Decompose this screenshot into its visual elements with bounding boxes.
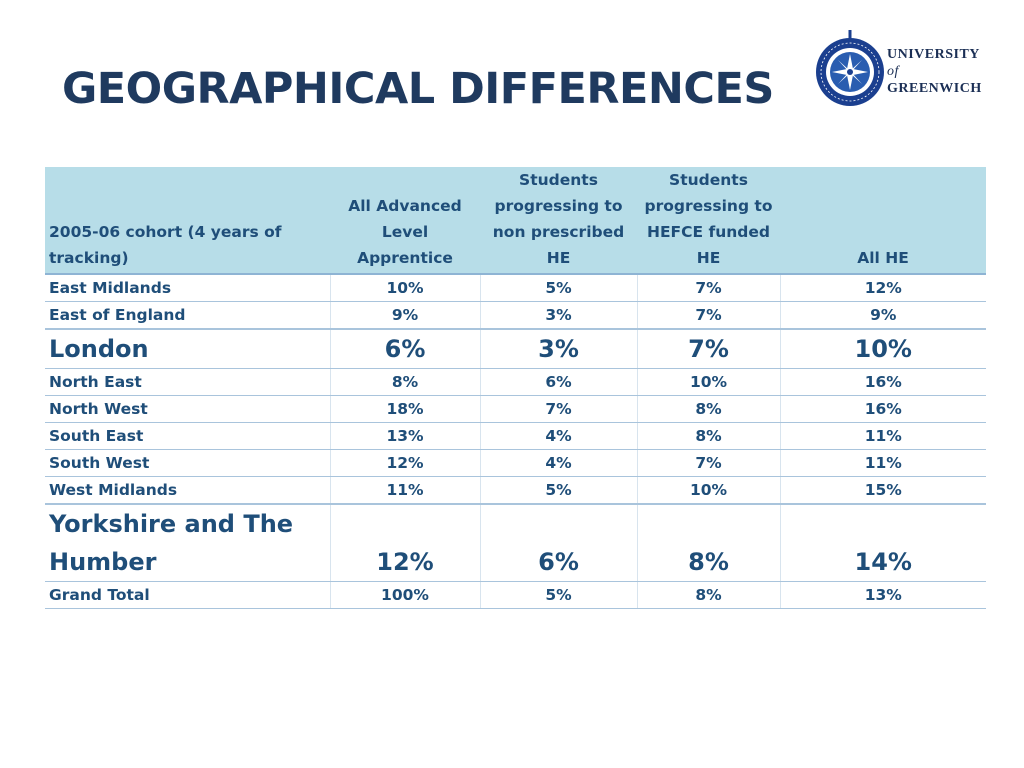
compass-seal-icon — [816, 30, 884, 106]
value-cell: 11% — [779, 422, 986, 450]
table-row: East of England 9% 3% 7% 9% — [45, 301, 986, 330]
value-cell: 7% — [636, 449, 780, 477]
logo-line-university: UNIVERSITY — [887, 47, 980, 62]
value-cell: 5% — [479, 274, 637, 302]
table-row: North West 18% 7% 8% 16% — [45, 395, 986, 423]
region-cell: Yorkshire and The Humber — [45, 503, 330, 582]
value-cell: 12% — [329, 449, 480, 477]
column-header-all-advanced: All Advanced Level Apprentice — [330, 167, 480, 275]
value-cell: 8% — [329, 368, 480, 396]
value-cell: 100% — [329, 581, 480, 609]
value-cell: 11% — [779, 449, 986, 477]
value-cell: 6% — [479, 368, 637, 396]
region-cell: Grand Total — [45, 581, 330, 609]
table-row: East Midlands 10% 5% 7% 12% — [45, 274, 986, 302]
region-cell: East Midlands — [45, 274, 330, 302]
value-cell: 13% — [329, 422, 480, 450]
region-cell: East of England — [45, 301, 330, 330]
value-cell: 7% — [479, 395, 637, 423]
value-cell: 7% — [636, 328, 780, 369]
value-cell: 11% — [329, 476, 480, 505]
slide-title: GEOGRAPHICAL DIFFERENCES — [62, 64, 774, 114]
region-cell: London — [45, 328, 330, 369]
value-cell: 15% — [779, 476, 986, 505]
value-cell: 13% — [779, 581, 986, 609]
column-header-all-he: All HE — [780, 167, 986, 275]
region-cell: South East — [45, 422, 330, 450]
table-header-row: 2005-06 cohort (4 years of tracking) All… — [45, 167, 986, 275]
value-cell: 10% — [779, 328, 986, 369]
value-cell: 6% — [479, 503, 637, 582]
table-row: South East 13% 4% 8% 11% — [45, 422, 986, 450]
column-header-non-prescribed-he: Students progressing to non prescribed H… — [480, 167, 637, 275]
value-cell: 12% — [779, 274, 986, 302]
value-cell: 18% — [329, 395, 480, 423]
value-cell: 7% — [636, 301, 780, 330]
logo-line-of: of — [887, 64, 899, 79]
table-row-highlighted: Yorkshire and The Humber 12% 6% 8% 14% — [45, 503, 986, 582]
value-cell: 3% — [479, 328, 637, 369]
logo-line-greenwich: GREENWICH — [887, 81, 982, 96]
column-header-hefce-funded-he: Students progressing to HEFCE funded HE — [637, 167, 780, 275]
table-row-highlighted: London 6% 3% 7% 10% — [45, 328, 986, 369]
value-cell: 9% — [329, 301, 480, 330]
value-cell: 8% — [636, 422, 780, 450]
region-cell: South West — [45, 449, 330, 477]
table-row: North East 8% 6% 10% 16% — [45, 368, 986, 396]
table-row: West Midlands 11% 5% 10% 15% — [45, 476, 986, 505]
value-cell: 4% — [479, 449, 637, 477]
region-cell: North East — [45, 368, 330, 396]
value-cell: 8% — [636, 395, 780, 423]
value-cell: 16% — [779, 368, 986, 396]
university-logo: UNIVERSITY of GREENWICH — [812, 26, 992, 110]
value-cell: 4% — [479, 422, 637, 450]
value-cell: 7% — [636, 274, 780, 302]
value-cell: 9% — [779, 301, 986, 330]
value-cell: 5% — [479, 581, 637, 609]
table-row: South West 12% 4% 7% 11% — [45, 449, 986, 477]
value-cell: 3% — [479, 301, 637, 330]
value-cell: 16% — [779, 395, 986, 423]
region-cell: West Midlands — [45, 476, 330, 505]
value-cell: 8% — [636, 581, 780, 609]
value-cell: 12% — [329, 503, 480, 582]
value-cell: 10% — [636, 368, 780, 396]
value-cell: 10% — [636, 476, 780, 505]
column-header-cohort: 2005-06 cohort (4 years of tracking) — [45, 167, 330, 275]
value-cell: 6% — [329, 328, 480, 369]
regional-progression-table: 2005-06 cohort (4 years of tracking) All… — [45, 167, 986, 609]
value-cell: 8% — [636, 503, 780, 582]
value-cell: 14% — [779, 503, 986, 582]
value-cell: 10% — [329, 274, 480, 302]
table-total-row: Grand Total 100% 5% 8% 13% — [45, 581, 986, 609]
region-cell: North West — [45, 395, 330, 423]
value-cell: 5% — [479, 476, 637, 505]
